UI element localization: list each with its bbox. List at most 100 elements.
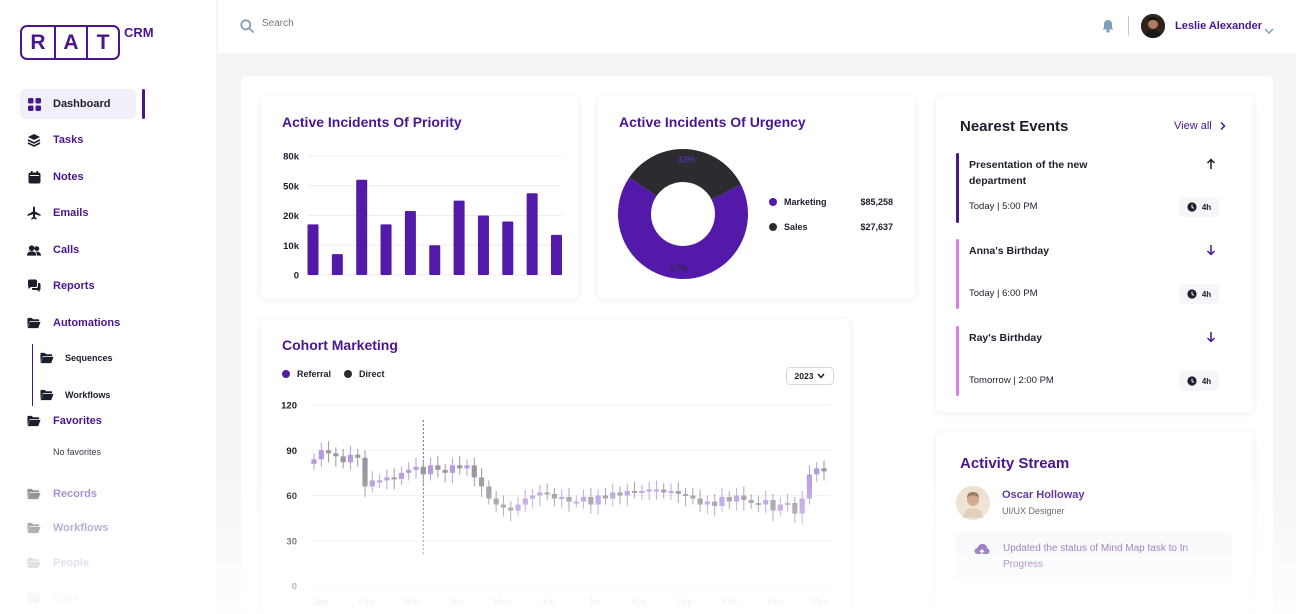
sidebar-item-emails[interactable]: Emails bbox=[20, 198, 136, 228]
candle-body bbox=[471, 465, 477, 478]
sidebar-item-people[interactable]: People bbox=[20, 548, 136, 578]
sidebar: R A T CRM Dashboard Tasks Notes Emails bbox=[0, 0, 216, 614]
legend-referral: Referral bbox=[282, 369, 331, 379]
donut-slice bbox=[618, 177, 748, 279]
event-title: Presentation of the new department bbox=[969, 159, 1088, 187]
activity-message-text: Updated the status of Mind Map task to I… bbox=[1003, 543, 1189, 570]
priority-bar-chart: 0 10k 20k 50k 80k bbox=[283, 152, 562, 282]
sidebar-subitem-workflows[interactable]: Workflows bbox=[40, 385, 110, 405]
y-tick-label: 0 bbox=[294, 271, 299, 282]
logo-letter: T bbox=[86, 27, 118, 58]
event-item[interactable]: Anna's Birthday Today | 6:00 PM 4h bbox=[956, 239, 1220, 309]
sidebar-item-label: Tasks bbox=[53, 134, 84, 146]
legend-dot bbox=[769, 223, 777, 231]
y-tick-label: 50k bbox=[283, 181, 300, 192]
event-time: Today | 5:00 PM bbox=[969, 201, 1038, 212]
year-select[interactable]: 2023 bbox=[786, 367, 834, 385]
cohort-card: Cohort Marketing Referral Direct 2023 0 3… bbox=[261, 319, 850, 614]
candle-body bbox=[712, 501, 718, 507]
avatar[interactable] bbox=[956, 486, 990, 520]
candle-body bbox=[763, 500, 769, 505]
grid-icon bbox=[27, 97, 41, 111]
cohort-title: Cohort Marketing bbox=[282, 337, 398, 353]
sidebar-item-workflows[interactable]: Workflows bbox=[20, 513, 136, 543]
chevron-down-icon[interactable] bbox=[1264, 22, 1274, 40]
candle-body bbox=[355, 454, 361, 458]
sidebar-item-calls[interactable]: Calls bbox=[20, 235, 136, 265]
avatar[interactable] bbox=[1141, 14, 1165, 38]
candle-body bbox=[384, 477, 390, 481]
sidebar-item-dashboard[interactable]: Dashboard bbox=[20, 89, 136, 119]
bell-icon[interactable] bbox=[1102, 19, 1114, 38]
activity-user-role: UI/UX Designer bbox=[1002, 506, 1065, 516]
candle-body bbox=[493, 498, 499, 505]
calendar-icon bbox=[27, 170, 41, 184]
sidebar-item-label: People bbox=[53, 557, 90, 569]
x-tick-label: Jan bbox=[314, 597, 329, 607]
plane-icon bbox=[27, 206, 41, 220]
sidebar-subitem-sequences[interactable]: Sequences bbox=[40, 348, 113, 368]
event-item[interactable]: Ray's Birthday Tomorrow | 2:00 PM 4h bbox=[956, 326, 1220, 396]
no-favorites-text: No favorites bbox=[53, 447, 102, 457]
y-tick-label: 20k bbox=[283, 211, 300, 222]
folder-open-icon bbox=[27, 316, 41, 330]
logo-suffix: CRM bbox=[124, 25, 154, 40]
activity-card: Activity Stream Oscar Holloway UI/UX Des… bbox=[936, 432, 1253, 614]
candle-body bbox=[610, 492, 616, 499]
sidebar-item-notes[interactable]: Notes bbox=[20, 162, 136, 192]
candle-body bbox=[697, 498, 703, 505]
view-all-link[interactable]: View all bbox=[1174, 120, 1228, 132]
x-tick-label: Jul bbox=[588, 597, 600, 607]
folder-icon bbox=[27, 556, 41, 570]
slice-label: 33% bbox=[677, 155, 695, 165]
legend-dot bbox=[769, 198, 777, 206]
event-bar bbox=[956, 239, 959, 309]
logo-box: R A T bbox=[20, 25, 120, 60]
legend-label: Referral bbox=[297, 369, 332, 379]
event-item[interactable]: Presentation of the new department Today… bbox=[956, 153, 1220, 223]
candle-body bbox=[814, 468, 820, 475]
y-tick-label: 120 bbox=[281, 401, 297, 412]
priority-title: Active Incidents Of Priority bbox=[282, 114, 462, 130]
candle-body bbox=[595, 495, 601, 505]
sidebar-item-favorites[interactable]: Favorites bbox=[20, 406, 136, 436]
activity-user-name[interactable]: Oscar Holloway bbox=[1002, 489, 1085, 501]
candle-body bbox=[799, 498, 805, 514]
arrow-up-icon bbox=[1206, 157, 1216, 175]
sidebar-item-reports[interactable]: Reports bbox=[20, 271, 136, 301]
sidebar-item-tasks[interactable]: Tasks bbox=[20, 125, 136, 155]
legend-value: $85,258 bbox=[860, 197, 893, 207]
search-input[interactable] bbox=[262, 18, 462, 29]
x-tick-label: Aug bbox=[631, 597, 647, 607]
event-duration: 4h bbox=[1179, 197, 1219, 217]
candle-body bbox=[559, 497, 565, 500]
urgency-donut-chart: 67% 33% bbox=[618, 149, 748, 279]
brand-logo[interactable]: R A T CRM bbox=[20, 25, 154, 60]
sidebar-item-label: Emails bbox=[53, 207, 89, 219]
event-bar bbox=[956, 153, 959, 223]
candle-body bbox=[551, 493, 558, 499]
candle-body bbox=[478, 477, 485, 487]
sidebar-item-records[interactable]: Records bbox=[20, 479, 136, 509]
sidebar-item-automations[interactable]: Automations bbox=[20, 308, 136, 338]
clock-icon bbox=[1187, 289, 1197, 299]
user-name[interactable]: Leslie Alexander bbox=[1175, 20, 1263, 32]
legend-direct: Direct bbox=[344, 369, 385, 379]
candle-body bbox=[529, 495, 536, 499]
candle-body bbox=[522, 498, 528, 505]
header-divider bbox=[1128, 16, 1129, 36]
sidebar-item-label: Workflows bbox=[53, 522, 109, 534]
legend-marketing: Marketing $85,258 bbox=[769, 197, 893, 207]
sidebar-item-lists[interactable]: Lists bbox=[20, 583, 136, 613]
candle-body bbox=[668, 490, 674, 493]
candle-body bbox=[806, 474, 813, 499]
x-tick-label: May bbox=[494, 597, 512, 607]
y-tick-label: 90 bbox=[286, 446, 297, 457]
candle-body bbox=[427, 465, 434, 475]
candle-body bbox=[340, 456, 346, 463]
y-tick-label: 60 bbox=[286, 491, 297, 502]
candle-body bbox=[748, 500, 754, 504]
candle-body bbox=[682, 493, 689, 496]
bar bbox=[551, 234, 562, 275]
candle-body bbox=[631, 490, 638, 493]
